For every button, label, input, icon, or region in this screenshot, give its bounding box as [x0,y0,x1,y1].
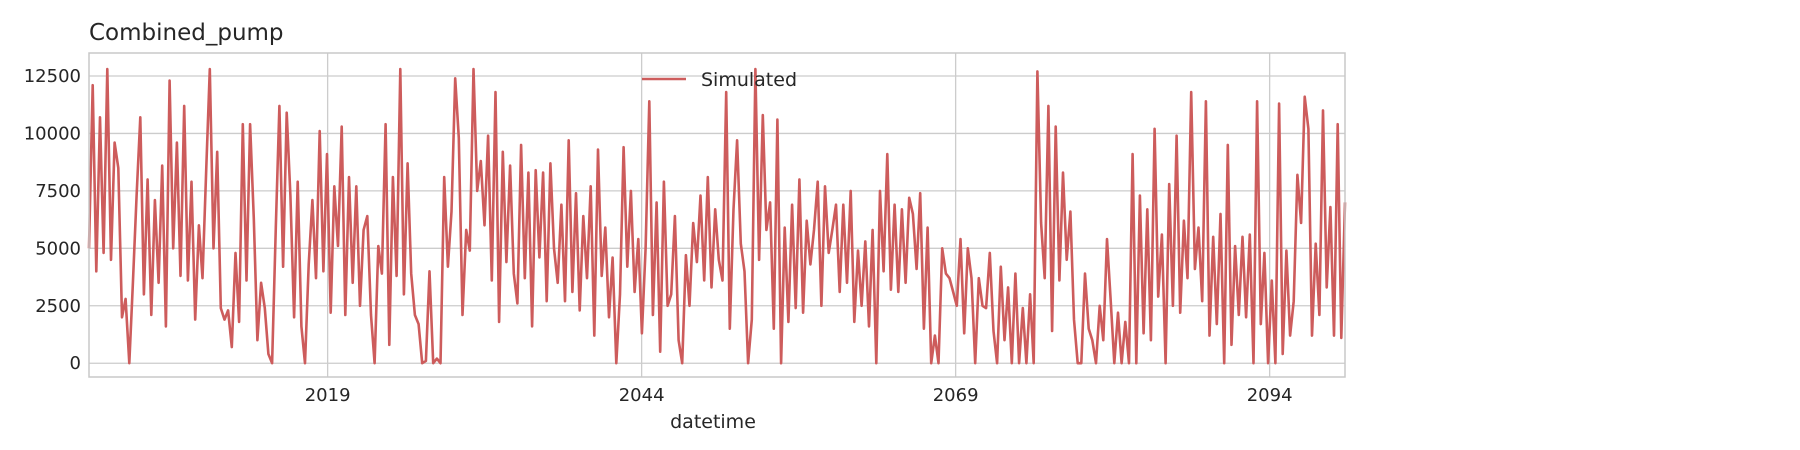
y-tick-labels: 0 2500 5000 7500 10000 12500 [24,66,81,374]
x-tick-label: 2019 [305,385,351,406]
y-tick-label: 10000 [24,123,81,144]
x-tick-label: 2094 [1247,385,1293,406]
series-line-simulated [87,67,1347,365]
y-tick-label: 0 [70,353,81,374]
y-tick-label: 2500 [35,296,81,317]
y-tick-label: 7500 [35,181,81,202]
legend-label-simulated: Simulated [701,69,797,91]
plot-frame [88,52,1346,378]
x-axis-label: datetime [670,411,756,433]
x-tick-label: 2044 [619,385,665,406]
chart-title: Combined_pump [89,20,284,46]
y-tick-label: 12500 [24,66,81,87]
x-tick-label: 2069 [933,385,979,406]
series-layer [87,67,1347,365]
x-tick-labels: 2019 2044 2069 2094 [305,385,1293,406]
y-tick-label: 5000 [35,238,81,259]
legend: Simulated [642,69,797,91]
